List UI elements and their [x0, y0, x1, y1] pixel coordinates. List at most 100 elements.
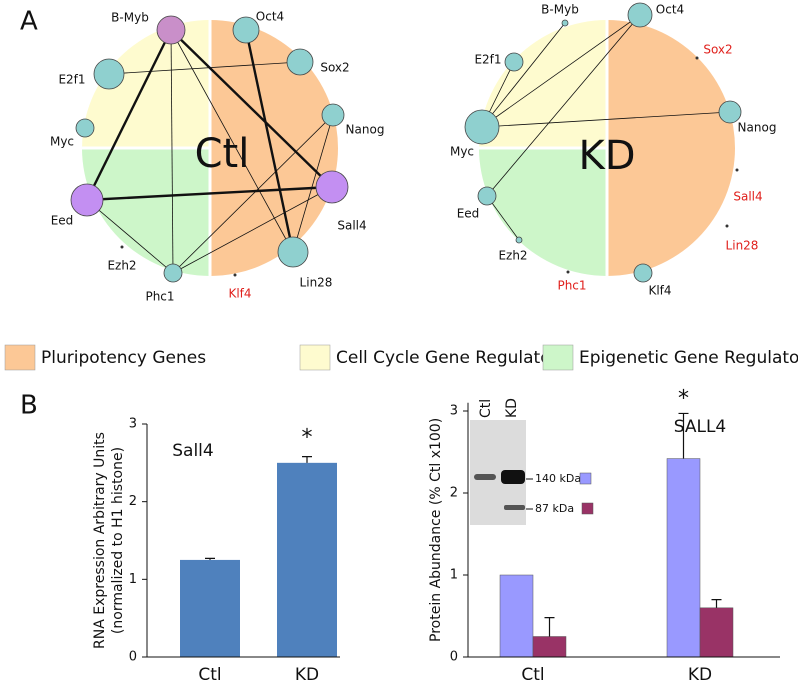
y-tick-label: 1 [450, 568, 458, 583]
edge [481, 111, 731, 128]
panel-label: A [20, 7, 38, 37]
node-label: Sall4 [337, 219, 366, 233]
legend-label: Epigenetic Gene Regulators [579, 348, 798, 368]
error-bar [544, 617, 555, 637]
node-label: Sall4 [733, 190, 762, 204]
node-label: Ezh2 [107, 259, 136, 273]
legend-swatch [4, 344, 36, 371]
node [120, 245, 124, 249]
node [70, 183, 104, 217]
node [627, 2, 653, 28]
quadrant [82, 148, 210, 276]
node-label: E2f1 [474, 53, 501, 67]
network-title: Ctl [195, 131, 250, 177]
bar [699, 607, 734, 658]
node [695, 56, 699, 60]
node-label: Eed [457, 207, 480, 221]
node-label: Oct4 [656, 3, 684, 17]
y-tick-label: 0 [450, 650, 458, 665]
node [93, 58, 125, 90]
panel-label: B [20, 391, 38, 421]
strong-edge [85, 29, 173, 201]
error-bar [205, 557, 215, 560]
chart-title: SALL4 [674, 417, 727, 437]
node [566, 270, 570, 274]
node-label: Eed [51, 214, 74, 228]
node [315, 170, 349, 204]
node-label: Sox2 [320, 61, 349, 75]
bar [666, 458, 701, 658]
lane-label: Ctl [478, 399, 494, 418]
y-tick-label: 3 [129, 417, 137, 432]
strong-edge [170, 29, 333, 188]
node-label: Nanog [738, 121, 777, 135]
edge [172, 114, 334, 274]
significance: * [678, 386, 689, 411]
legend-label: 87 kDa [535, 502, 574, 515]
edge [170, 29, 174, 274]
node-label: Lin28 [726, 239, 759, 253]
strong-edge [244, 29, 295, 253]
node-label: Ezh2 [498, 249, 527, 263]
node-label: Phc1 [557, 279, 586, 293]
x-tick-label: Ctl [198, 665, 221, 685]
error-bar [302, 456, 312, 463]
edge [481, 14, 641, 128]
edge [170, 29, 294, 253]
x-tick-label: KD [295, 665, 319, 685]
node-label: Nanog [346, 123, 385, 137]
node-label: E2f1 [58, 73, 85, 87]
y-axis-label: RNA Expression Arbitrary Units [92, 432, 108, 649]
node [477, 186, 497, 206]
node [718, 100, 742, 124]
blot-band [501, 470, 525, 484]
node-label: Phc1 [145, 290, 174, 304]
legend-label: Pluripotency Genes [41, 348, 206, 368]
node [163, 263, 183, 283]
node [321, 103, 345, 127]
node-label: Klf4 [228, 287, 251, 301]
y-tick-label: 2 [450, 486, 458, 501]
node [286, 48, 314, 76]
network-title: KD [578, 133, 635, 179]
edge [108, 61, 301, 75]
bar [499, 574, 534, 658]
node [233, 273, 237, 277]
node [156, 15, 186, 45]
legend-swatch [581, 502, 594, 515]
strong-edge [86, 185, 333, 202]
node-label: Oct4 [256, 10, 284, 24]
node [464, 109, 500, 145]
edge [292, 114, 334, 253]
node [515, 236, 523, 244]
error-bar [711, 599, 722, 608]
node-label: Sox2 [703, 43, 732, 57]
node [504, 52, 524, 72]
legend-label: Cell Cycle Gene Regulators [336, 348, 567, 368]
lane-label: KD [504, 398, 520, 418]
legend-label: 140 kDa [535, 472, 581, 485]
legend-swatch [579, 472, 592, 485]
node [725, 224, 729, 228]
node-label: Klf4 [648, 284, 671, 298]
edge [172, 186, 333, 274]
edge [486, 14, 641, 197]
node [232, 16, 260, 44]
node [633, 263, 653, 283]
legend-swatch [542, 344, 574, 371]
y-tick-label: 3 [450, 404, 458, 419]
node-label: B-Myb [541, 3, 579, 17]
node [735, 168, 739, 172]
legend-swatch [299, 344, 331, 371]
node [75, 118, 95, 138]
blot-band [504, 505, 525, 510]
y-axis-label: Protein Abundance (% Ctl x100) [428, 418, 444, 642]
bar [277, 462, 337, 657]
blot-band [474, 474, 496, 480]
edge [481, 22, 566, 128]
error-bar [678, 412, 689, 459]
node [277, 236, 309, 268]
edge [86, 199, 174, 274]
x-tick-label: Ctl [521, 665, 544, 685]
